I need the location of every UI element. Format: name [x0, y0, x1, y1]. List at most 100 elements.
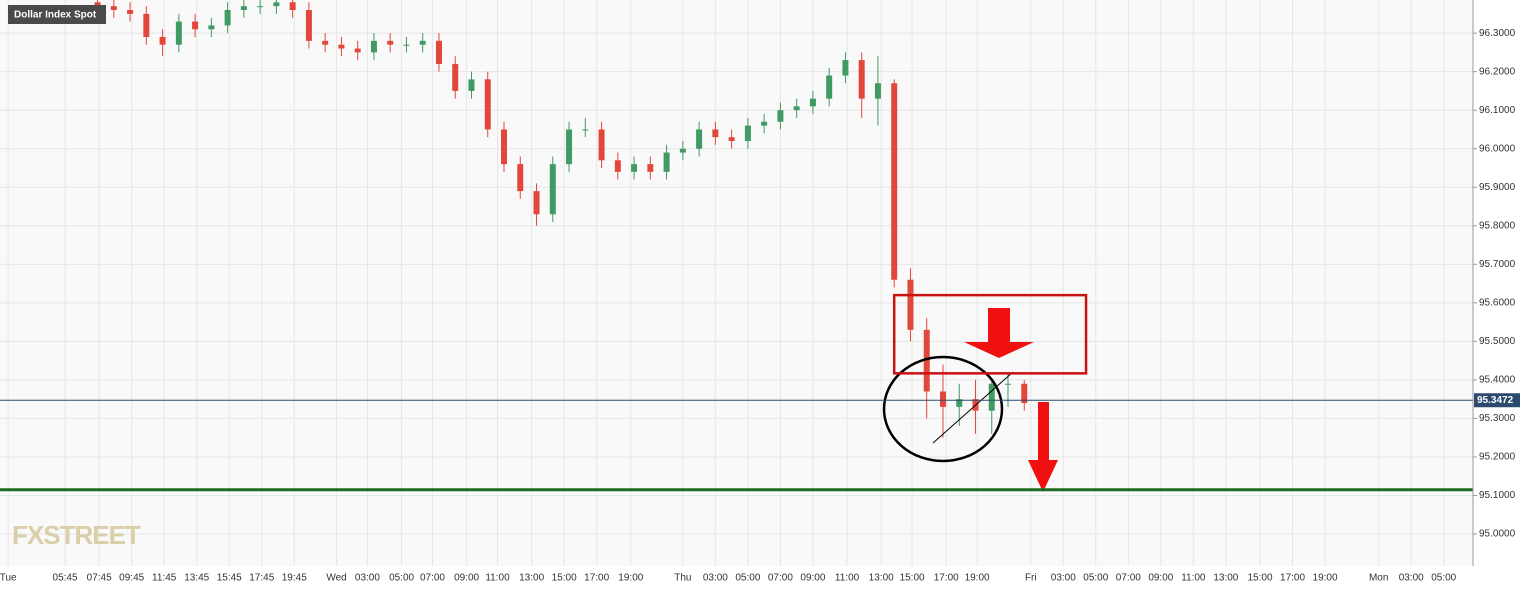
y-tick-label: 95.9000 [1479, 182, 1516, 193]
x-tick-label: 09:45 [119, 573, 144, 584]
annotations [0, 293, 1473, 492]
x-tick-label: 07:00 [768, 573, 793, 584]
candle-body [322, 40, 329, 45]
x-tick-label: Thu [674, 573, 691, 584]
candle-body [501, 129, 508, 165]
y-tick-label: 96.3000 [1479, 28, 1516, 39]
x-tick-label: Mon [1369, 573, 1388, 584]
y-tick-label: 95.3000 [1479, 413, 1516, 424]
candle-body [549, 164, 556, 215]
x-tick-label: 17:00 [1280, 573, 1305, 584]
candle-body [696, 129, 703, 149]
candle-body [273, 2, 280, 7]
x-tick-label: 19:00 [1313, 573, 1338, 584]
x-tick-label: 11:45 [152, 573, 177, 584]
x-tick-label: 15:00 [1248, 573, 1273, 584]
x-tick-label: 05:00 [389, 573, 414, 584]
x-axis-background [0, 566, 1473, 589]
candle-body [663, 152, 670, 172]
y-tick-label: 96.1000 [1479, 105, 1516, 116]
candle-body [94, 2, 101, 7]
candle-body [939, 391, 946, 407]
candle-body [842, 60, 849, 76]
x-tick-label: 17:45 [249, 573, 274, 584]
candle-body [712, 129, 719, 138]
title-box [8, 5, 106, 24]
x-tick-label: 13:00 [519, 573, 544, 584]
candle-body [858, 60, 865, 99]
candle-body [923, 329, 930, 392]
x-tick-label: Fri [1025, 573, 1037, 584]
candle-body [305, 10, 312, 41]
last-price-label: 95.3472 [1477, 395, 1514, 406]
x-tick-label: 19:45 [282, 573, 307, 584]
x-tick-label: 15:00 [900, 573, 925, 584]
x-tick-label: 03:00 [703, 573, 728, 584]
x-tick-label: 07:45 [87, 573, 112, 584]
y-tick-label: 96.0000 [1479, 143, 1516, 154]
candle-body [826, 75, 833, 99]
candle-body [143, 13, 150, 37]
x-tick-label: 05:00 [1431, 573, 1456, 584]
x-tick-label: 13:00 [869, 573, 894, 584]
x-tick-label: 03:00 [1399, 573, 1424, 584]
candle-body [468, 79, 475, 91]
y-axis-background [1473, 0, 1536, 589]
candle-body [598, 129, 605, 161]
candle-body [338, 44, 345, 49]
candle-body [728, 137, 735, 142]
x-tick-label: 19:00 [965, 573, 990, 584]
candle-body [1021, 383, 1028, 404]
y-tick-label: 95.1000 [1479, 490, 1516, 501]
resistance-zone [892, 293, 1088, 375]
candle-body [240, 6, 247, 11]
y-tick-label: 95.0000 [1479, 529, 1516, 540]
y-tick-label: 95.8000 [1479, 220, 1516, 231]
arrow-down [964, 308, 1034, 358]
candle-body [614, 160, 621, 172]
x-tick-label: 05:00 [735, 573, 760, 584]
x-tick-label: 11:00 [1181, 573, 1206, 584]
candle-body [679, 148, 686, 153]
x-tick-label: 05:45 [53, 573, 78, 584]
candle-body [988, 383, 995, 411]
candle-body [484, 79, 491, 130]
x-tick-label: 19:00 [618, 573, 643, 584]
candle-body [110, 6, 117, 11]
candle-body [1005, 383, 1012, 385]
x-tick-label: 11:00 [485, 573, 510, 584]
candle-body [874, 83, 881, 99]
x-tick-label: Tue [0, 573, 17, 584]
x-tick-label: 17:00 [584, 573, 609, 584]
candle-body [907, 279, 914, 330]
x-tick-label: 15:00 [552, 573, 577, 584]
candle-body [891, 83, 898, 280]
y-tick-label: 95.4000 [1479, 375, 1516, 386]
candle-body [224, 10, 231, 26]
candle-body [175, 21, 182, 45]
x-tick-label: 17:00 [934, 573, 959, 584]
y-tick-label: 95.5000 [1479, 336, 1516, 347]
plot-background [0, 0, 1473, 566]
candle-body [517, 164, 524, 192]
trend-line [932, 371, 1014, 444]
candle-body [761, 121, 768, 126]
candle-body [127, 10, 134, 14]
candle-body [744, 125, 751, 142]
x-tick-label: 05:00 [1083, 573, 1108, 584]
arrow-down [1028, 402, 1058, 492]
circle-annotation [882, 355, 1004, 463]
candle-body [208, 25, 215, 30]
candle-body [387, 40, 394, 45]
candle-body [566, 129, 573, 165]
candle-body [631, 164, 638, 172]
x-tick-label: 09:00 [800, 573, 825, 584]
x-tick-label: 15:45 [217, 573, 242, 584]
x-tick-label: 03:00 [355, 573, 380, 584]
candle-body [793, 106, 800, 111]
y-tick-label: 95.6000 [1479, 297, 1516, 308]
candle-body [647, 164, 654, 172]
candles [94, 0, 1028, 438]
